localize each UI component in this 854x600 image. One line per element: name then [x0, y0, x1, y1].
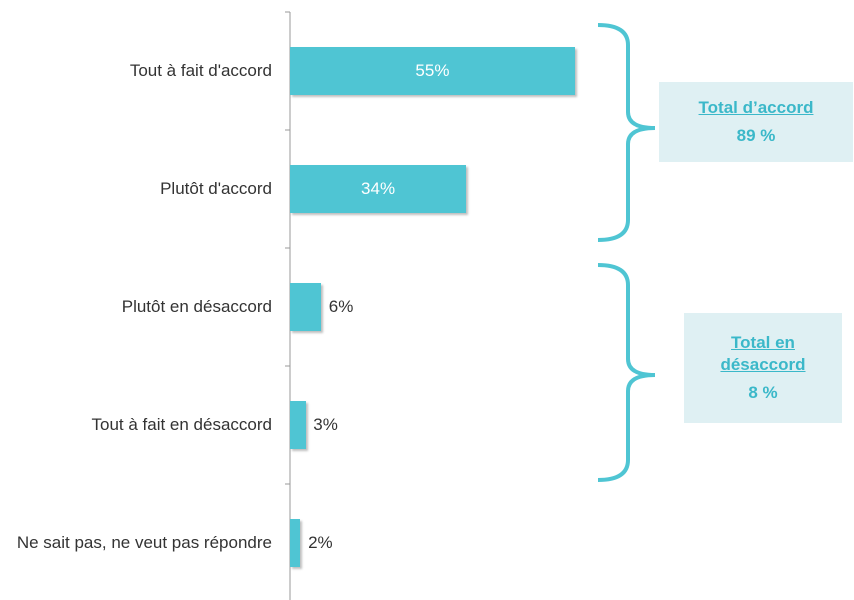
value-label: 6%	[328, 297, 354, 316]
annotation-value: 89 %	[736, 126, 776, 145]
bar	[290, 519, 301, 567]
annotation-box: Total en désaccord 8 %	[684, 313, 842, 423]
annotation-title: Total d’accord	[698, 98, 814, 117]
bar	[290, 47, 575, 95]
annotation-box: Total d’accord 89 %	[659, 82, 853, 162]
value-label: 34%	[361, 179, 396, 198]
annotation-value: 8 %	[748, 383, 778, 402]
category-label: Plutôt en désaccord	[121, 297, 272, 316]
value-label: 2%	[308, 533, 333, 552]
annotation-title: Total en désaccord	[720, 333, 806, 374]
category-label: Tout à fait d'accord	[129, 61, 272, 80]
bracket	[597, 263, 656, 482]
bracket	[597, 23, 656, 242]
value-label: 55%	[415, 61, 450, 80]
category-label: Plutôt d'accord	[160, 179, 272, 198]
bar	[290, 165, 467, 213]
bar	[290, 401, 306, 449]
category-label: Ne sait pas, ne veut pas répondre	[16, 533, 272, 552]
value-label: 3%	[313, 415, 338, 434]
axis-ticks	[285, 11, 290, 485]
bar	[290, 283, 322, 331]
category-label: Tout à fait en désaccord	[91, 415, 272, 434]
